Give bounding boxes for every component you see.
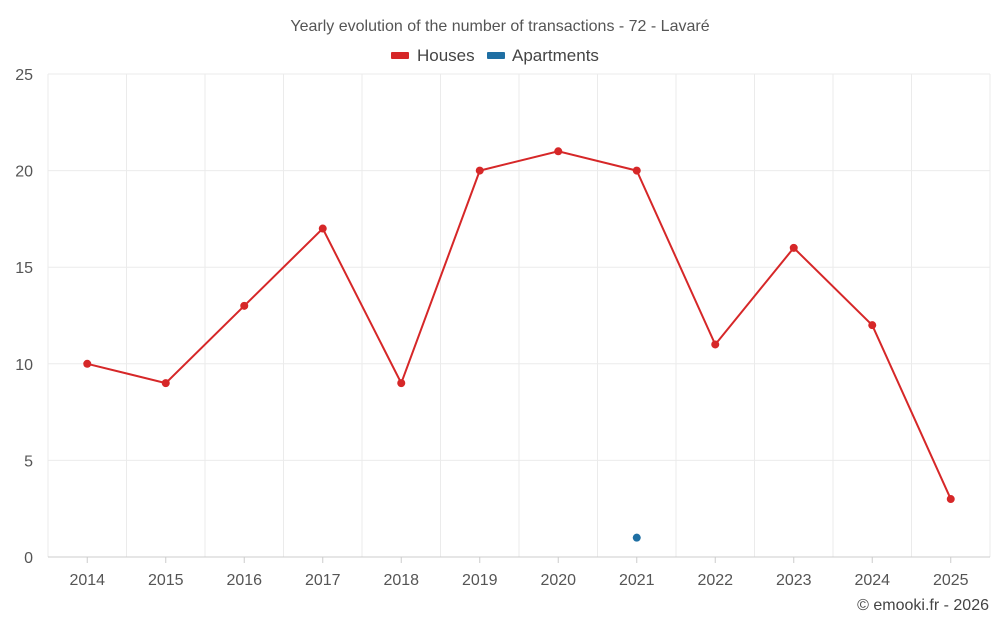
credit-text: © emooki.fr - 2026 — [857, 597, 989, 614]
x-tick-label: 2015 — [148, 572, 184, 589]
data-point-houses-2015[interactable] — [161, 379, 170, 388]
data-point-houses-2020[interactable] — [554, 147, 563, 156]
data-point-houses-2019[interactable] — [475, 166, 484, 175]
x-tick-label: 2020 — [540, 572, 576, 589]
data-point-houses-2016[interactable] — [240, 301, 249, 310]
legend-item-houses[interactable]: Houses — [391, 46, 475, 65]
data-point-houses-2017[interactable] — [318, 224, 327, 233]
legend-label-houses: Houses — [417, 46, 475, 65]
x-tick-label: 2016 — [226, 572, 262, 589]
chart-title: Yearly evolution of the number of transa… — [290, 18, 709, 35]
x-tick-label: 2021 — [619, 572, 655, 589]
legend: Houses Apartments — [391, 46, 599, 65]
data-point-houses-2014[interactable] — [83, 359, 92, 368]
y-tick-label: 5 — [24, 453, 33, 470]
y-tick-label: 0 — [24, 550, 33, 567]
series — [83, 147, 955, 542]
grid — [47, 73, 991, 557]
x-tick-label: 2025 — [933, 572, 969, 589]
data-point-houses-2024[interactable] — [868, 321, 877, 330]
y-tick-label: 10 — [15, 357, 33, 374]
data-point-houses-2018[interactable] — [397, 379, 406, 388]
x-tick-label: 2022 — [697, 572, 733, 589]
data-point-apartments-2021[interactable] — [632, 533, 641, 542]
data-point-houses-2025[interactable] — [946, 495, 955, 504]
series-line-houses — [87, 150, 952, 500]
y-tick-label: 20 — [15, 164, 33, 181]
x-tick-label: 2017 — [305, 572, 341, 589]
legend-label-apartments: Apartments — [512, 46, 599, 65]
x-tick-label: 2024 — [854, 572, 890, 589]
y-tick-label: 25 — [15, 67, 33, 84]
legend-swatch-houses — [391, 52, 409, 59]
data-point-houses-2021[interactable] — [632, 166, 641, 175]
data-point-houses-2023[interactable] — [789, 243, 798, 252]
legend-item-apartments[interactable]: Apartments — [487, 46, 599, 65]
data-point-houses-2022[interactable] — [711, 340, 720, 349]
x-tick-label: 2018 — [383, 572, 419, 589]
y-tick-label: 15 — [15, 260, 33, 277]
legend-swatch-apartments — [487, 52, 505, 59]
x-tick-label: 2014 — [69, 572, 105, 589]
x-tick-label: 2023 — [776, 572, 812, 589]
x-tick-label: 2019 — [462, 572, 498, 589]
